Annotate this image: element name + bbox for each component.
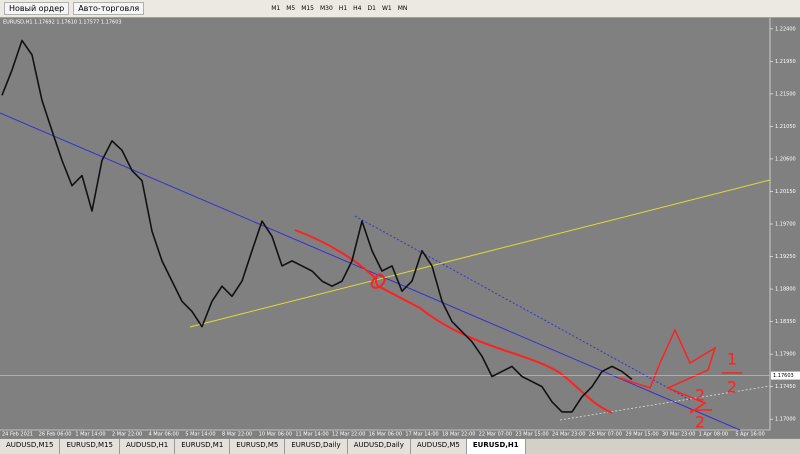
time-label: 22 Mar 07:00 [479,432,512,438]
price-tick-label: 1.18350 [775,319,796,325]
timeframe-button[interactable]: H4 [353,5,362,12]
trend-line [559,385,771,421]
chart-tab[interactable]: EURUSD,M5 [230,439,286,454]
time-label: 10 Mar 06:00 [259,432,292,438]
price-tick-label: 1.17450 [775,384,796,390]
price-tick-label: 1.19250 [775,254,796,260]
chart-header: EURUSD,H1 1.17692 1.17610 1.17577 1.1760… [3,20,122,26]
timeframes: M1 M5 M15 M30 H1 H4 D1 W1 MN [268,5,410,12]
auto-trading-button[interactable]: Авто-торговля [73,2,145,15]
time-label: 26 Feb 06:00 [39,432,72,438]
time-label: 30 Mar 23:00 [662,432,695,438]
channel-line [0,112,741,431]
price-tick-label: 1.21950 [775,59,796,65]
time-label: 24 Mar 23:00 [552,432,585,438]
chart: EURUSD,H1 1.17692 1.17610 1.17577 1.1760… [0,18,800,438]
current-price-box [771,371,800,380]
time-label: 12 Mar 22:00 [332,432,365,438]
time-label: 5 Mar 14:00 [185,432,215,438]
price-tick-label: 1.20150 [775,189,796,195]
chart-tab[interactable]: AUDUSD,H1 [119,439,176,454]
annotation: 2 [695,386,705,405]
time-label: 17 Mar 14:00 [405,432,438,438]
current-price-label: 1.17603 [773,373,794,379]
time-label: 16 Mar 06:00 [369,432,402,438]
price-tick-label: 1.17900 [775,352,796,358]
hand-drawing [294,229,613,414]
chart-tab[interactable]: EURUSD,Daily [285,439,348,454]
time-label: 1 Apr 08:00 [699,432,728,438]
time-label: 26 Mar 07:00 [589,432,622,438]
time-label: 2 Mar 22:00 [112,432,142,438]
chart-area [0,18,770,430]
timeframe-button[interactable]: M30 [320,5,333,12]
chart-tab[interactable]: AUDUSD,Daily [347,439,411,454]
time-label: 4 Mar 06:00 [149,432,179,438]
price-line [1,39,633,413]
price-tick-label: 1.18800 [775,287,796,293]
time-label: 24 Feb 2021 [2,432,33,438]
chart-tab[interactable]: EURUSD,M1 [175,439,231,454]
annotation: 1 [727,350,737,369]
time-label: 18 Mar 22:00 [442,432,475,438]
timeframe-button[interactable]: M1 [271,5,281,12]
price-tick-label: 1.21500 [775,91,796,97]
price-tick-label: 1.21050 [775,124,796,130]
time-label: 23 Mar 15:00 [515,432,548,438]
time-label: 8 Mar 22:00 [222,432,252,438]
timeframe-button[interactable]: M15 [301,5,314,12]
time-label: 11 Mar 14:00 [295,432,328,438]
timeframe-button[interactable]: H1 [338,5,348,12]
timeframe-button[interactable]: W1 [381,5,392,12]
new-order-button[interactable]: Новый ордер [4,2,70,15]
time-label: 1 Mar 14:00 [75,432,105,438]
timeframe-button[interactable]: D1 [367,5,376,12]
chart-tab[interactable]: AUDUSD,M5 [410,439,467,454]
price-tick-label: 1.17000 [775,417,796,423]
timeframe-button[interactable]: M5 [286,5,296,12]
chart-tab[interactable]: EURUSD,H1 [466,439,526,454]
chart-tab[interactable]: EURUSD,M15 [60,439,120,454]
timeframe-button[interactable]: MN [397,5,408,12]
annotation: 2 [695,413,705,432]
toolbar: Новый ордер Авто-торговля M1 M5 M15 M30 H1 H4… [0,0,800,18]
price-tick-label: 1.22400 [775,26,796,32]
time-label: 29 Mar 15:00 [625,432,658,438]
chart-tab[interactable]: AUDUSD,M15 [0,439,61,454]
time-axis [0,430,770,438]
trend-line [189,179,771,328]
annotation: 2 [727,378,737,397]
time-label: 5 Apr 16:00 [735,432,764,438]
price-axis [770,18,800,438]
price-tick-label: 1.20600 [775,156,796,162]
tab-bar: AUDUSD,M15 EURUSD,M15 AUDUSD,H1 EURUSD,M1 EU… [0,438,800,454]
price-tick-label: 1.19700 [775,222,796,228]
